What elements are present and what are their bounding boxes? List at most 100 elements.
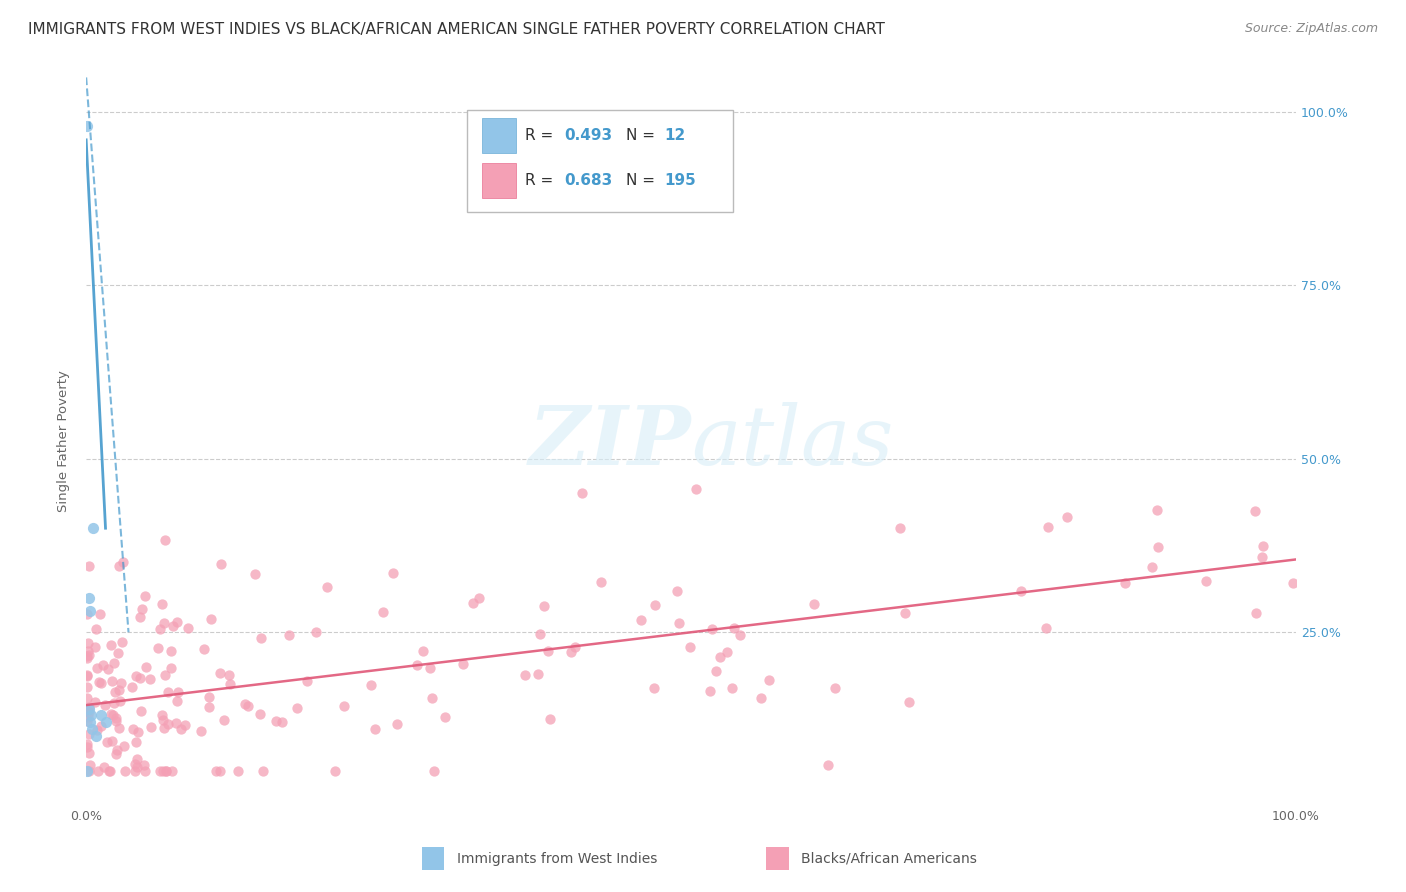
Point [515,667,537,681]
Point [373,605,395,619]
Point [385,717,408,731]
Point [1056,509,1078,524]
Point [249,706,271,721]
Point [419,661,441,675]
Point [76,669,98,683]
Point [699,684,721,698]
Point [152,713,174,727]
Point [243,567,266,582]
Point [76,607,98,621]
Point [77,701,100,715]
Point [212,714,235,728]
Point [564,640,586,654]
Text: Immigrants from West Indies: Immigrants from West Indies [457,852,658,866]
Point [131,602,153,616]
Point [90,708,112,723]
Text: Blacks/African Americans: Blacks/African Americans [801,852,977,866]
Point [77,746,100,760]
Point [1282,576,1305,591]
Point [101,708,124,723]
Text: R =: R = [526,128,558,143]
Point [77,726,100,740]
Point [94,698,117,713]
Point [80,708,103,723]
Point [630,613,652,627]
Point [316,580,339,594]
Point [1035,621,1057,635]
Point [537,644,560,658]
Point [76,737,98,751]
Point [295,673,318,688]
Point [132,758,155,772]
Point [204,764,226,778]
Point [463,596,485,610]
Point [412,644,434,658]
Point [709,650,731,665]
Point [721,681,744,696]
Point [527,666,550,681]
Point [82,521,104,535]
Point [277,628,299,642]
Point [1195,574,1218,588]
Point [76,681,98,695]
Point [270,715,292,730]
Point [98,764,121,778]
FancyBboxPatch shape [482,163,516,198]
Point [100,707,122,722]
Point [105,743,128,757]
Point [90,676,112,690]
Point [83,640,105,655]
Point [166,694,188,708]
Point [1140,560,1163,574]
Point [434,709,457,723]
Point [468,591,491,605]
Point [177,621,200,635]
Point [76,650,98,665]
Point [76,714,98,729]
Point [111,555,134,569]
Point [198,690,221,704]
Point [422,690,444,705]
Point [218,668,240,682]
Point [103,696,125,710]
Point [1038,519,1060,533]
Point [79,758,101,772]
Point [824,681,846,696]
Text: N =: N = [626,173,659,188]
Point [76,710,98,724]
Text: IMMIGRANTS FROM WEST INDIES VS BLACK/AFRICAN AMERICAN SINGLE FATHER POVERTY CORR: IMMIGRANTS FROM WEST INDIES VS BLACK/AFR… [28,22,884,37]
Point [77,764,100,778]
Point [219,677,242,691]
Point [166,615,188,630]
Point [104,711,127,725]
Point [104,714,127,729]
Point [685,482,707,496]
Point [107,683,129,698]
Point [363,722,385,736]
Point [104,685,127,699]
Point [149,623,172,637]
Point [165,716,187,731]
Point [91,657,114,672]
Point [127,725,149,739]
Point [79,715,101,730]
Point [98,764,121,778]
Point [76,119,98,133]
Point [125,752,148,766]
Point [121,680,143,694]
Point [803,597,825,611]
Text: R =: R = [526,173,558,188]
Point [236,698,259,713]
Point [405,658,427,673]
Point [749,691,772,706]
Point [1251,539,1274,553]
Point [114,764,136,778]
Point [94,715,117,730]
Point [108,721,131,735]
Point [1147,540,1170,554]
Point [1250,549,1272,564]
Point [702,622,724,636]
Point [108,558,131,573]
Text: 12: 12 [665,128,686,143]
Point [93,760,115,774]
